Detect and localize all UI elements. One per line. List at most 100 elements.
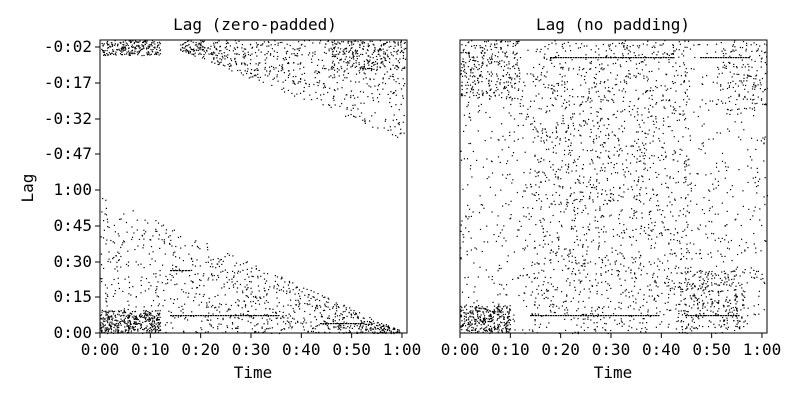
lag-point	[266, 314, 268, 316]
lag-point	[703, 197, 705, 199]
lag-point	[667, 126, 669, 128]
lag-point	[260, 297, 262, 299]
lag-point	[754, 182, 756, 184]
lag-point	[133, 232, 135, 234]
lag-point	[169, 243, 171, 245]
lag-point	[683, 64, 685, 66]
lag-point	[590, 62, 592, 65]
lag-point	[280, 289, 282, 291]
lag-point	[289, 291, 291, 294]
lag-point	[244, 306, 246, 308]
lag-point	[679, 148, 681, 150]
lag-point	[684, 92, 687, 94]
lag-point	[303, 66, 305, 68]
lag-point	[662, 124, 664, 126]
lag-point	[678, 215, 680, 217]
lag-point	[383, 324, 385, 326]
lag-point	[350, 90, 352, 92]
lag-point	[533, 75, 535, 77]
lag-point	[288, 313, 290, 315]
lag-point	[157, 310, 159, 312]
lag-point	[163, 239, 165, 241]
lag-point	[631, 315, 633, 318]
lag-point	[558, 194, 561, 196]
lag-point	[567, 168, 569, 170]
lag-point	[711, 284, 713, 286]
lag-point	[734, 121, 736, 123]
lag-point	[140, 284, 142, 286]
lag-point	[677, 140, 680, 142]
lag-point	[282, 57, 284, 60]
lag-point	[402, 51, 404, 53]
lag-point	[184, 283, 186, 285]
lag-point	[114, 40, 116, 42]
lag-point	[208, 256, 210, 258]
lag-point	[386, 49, 388, 51]
lag-point	[549, 234, 551, 236]
lag-point	[167, 282, 169, 284]
lag-point	[296, 93, 298, 95]
lag-point	[292, 282, 294, 284]
lag-point	[572, 116, 574, 118]
lag-point	[395, 94, 397, 96]
lag-point	[357, 315, 359, 317]
lag-point	[568, 253, 570, 255]
lag-point	[106, 328, 108, 331]
lag-point	[180, 44, 182, 46]
lag-point	[558, 307, 560, 309]
lag-point	[680, 248, 682, 250]
lag-point	[718, 68, 720, 70]
lag-point	[147, 328, 149, 330]
lag-point	[553, 268, 555, 271]
lag-point	[362, 48, 364, 51]
lag-point	[202, 315, 205, 317]
lag-point	[483, 207, 485, 209]
lag-point	[139, 40, 141, 42]
lag-point	[339, 325, 341, 327]
lag-point	[385, 324, 387, 326]
lag-point	[633, 258, 635, 260]
lag-point	[351, 53, 354, 55]
lag-point	[714, 239, 716, 241]
lag-point	[150, 239, 152, 241]
lag-point	[350, 80, 352, 82]
lag-point	[117, 277, 119, 279]
lag-point	[256, 68, 258, 70]
lag-point	[486, 158, 488, 160]
y-tick-label: -0:17	[44, 73, 92, 92]
lag-point	[299, 298, 301, 300]
lag-point	[670, 105, 672, 107]
lag-point	[763, 52, 765, 54]
lag-point	[301, 54, 303, 56]
lag-point	[562, 117, 564, 120]
lag-point	[148, 47, 150, 49]
lag-point	[230, 59, 233, 62]
lag-point	[755, 148, 757, 150]
lag-point	[121, 244, 123, 246]
lag-point	[290, 305, 292, 307]
lag-point	[284, 47, 286, 49]
lag-point	[499, 232, 502, 234]
lag-point	[624, 91, 627, 93]
lag-point	[230, 315, 232, 318]
lag-point	[163, 242, 166, 244]
lag-point	[180, 247, 182, 249]
lag-point	[588, 90, 590, 93]
lag-point	[382, 44, 385, 46]
lag-point	[318, 59, 320, 61]
lag-point	[550, 249, 552, 252]
lag-point	[322, 104, 324, 106]
lag-point	[666, 175, 668, 177]
lag-point	[677, 74, 679, 76]
lag-point	[355, 62, 357, 64]
lag-point	[728, 130, 730, 132]
lag-point	[143, 306, 145, 308]
lag-point	[216, 309, 218, 311]
lag-point	[649, 234, 651, 237]
lag-point	[701, 209, 704, 211]
lag-point	[345, 327, 347, 329]
lag-point	[383, 327, 386, 329]
lag-point	[355, 53, 357, 55]
lag-point	[310, 297, 312, 300]
lag-point	[297, 63, 299, 65]
